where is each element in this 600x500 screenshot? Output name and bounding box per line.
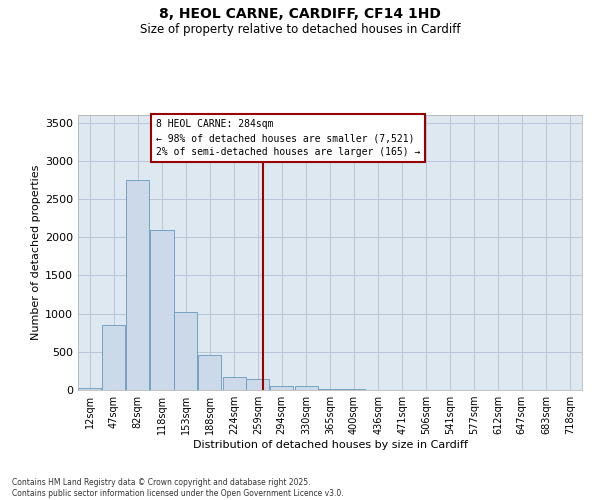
Text: 8 HEOL CARNE: 284sqm
← 98% of detached houses are smaller (7,521)
2% of semi-det: 8 HEOL CARNE: 284sqm ← 98% of detached h… [156,119,421,157]
Bar [223,376,245,390]
Y-axis label: Number of detached properties: Number of detached properties [31,165,41,340]
Bar [102,325,125,390]
Text: Size of property relative to detached houses in Cardiff: Size of property relative to detached ho… [140,22,460,36]
Bar [126,180,149,390]
Bar [295,386,318,390]
Bar [319,388,341,390]
X-axis label: Distribution of detached houses by size in Cardiff: Distribution of detached houses by size … [193,440,467,450]
Text: Contains HM Land Registry data © Crown copyright and database right 2025.
Contai: Contains HM Land Registry data © Crown c… [12,478,344,498]
Bar [247,378,269,390]
Bar [151,230,173,390]
Bar [174,312,197,390]
Bar [342,389,365,390]
Bar [79,388,101,390]
Bar [270,386,293,390]
Text: 8, HEOL CARNE, CARDIFF, CF14 1HD: 8, HEOL CARNE, CARDIFF, CF14 1HD [159,8,441,22]
Bar [198,355,221,390]
